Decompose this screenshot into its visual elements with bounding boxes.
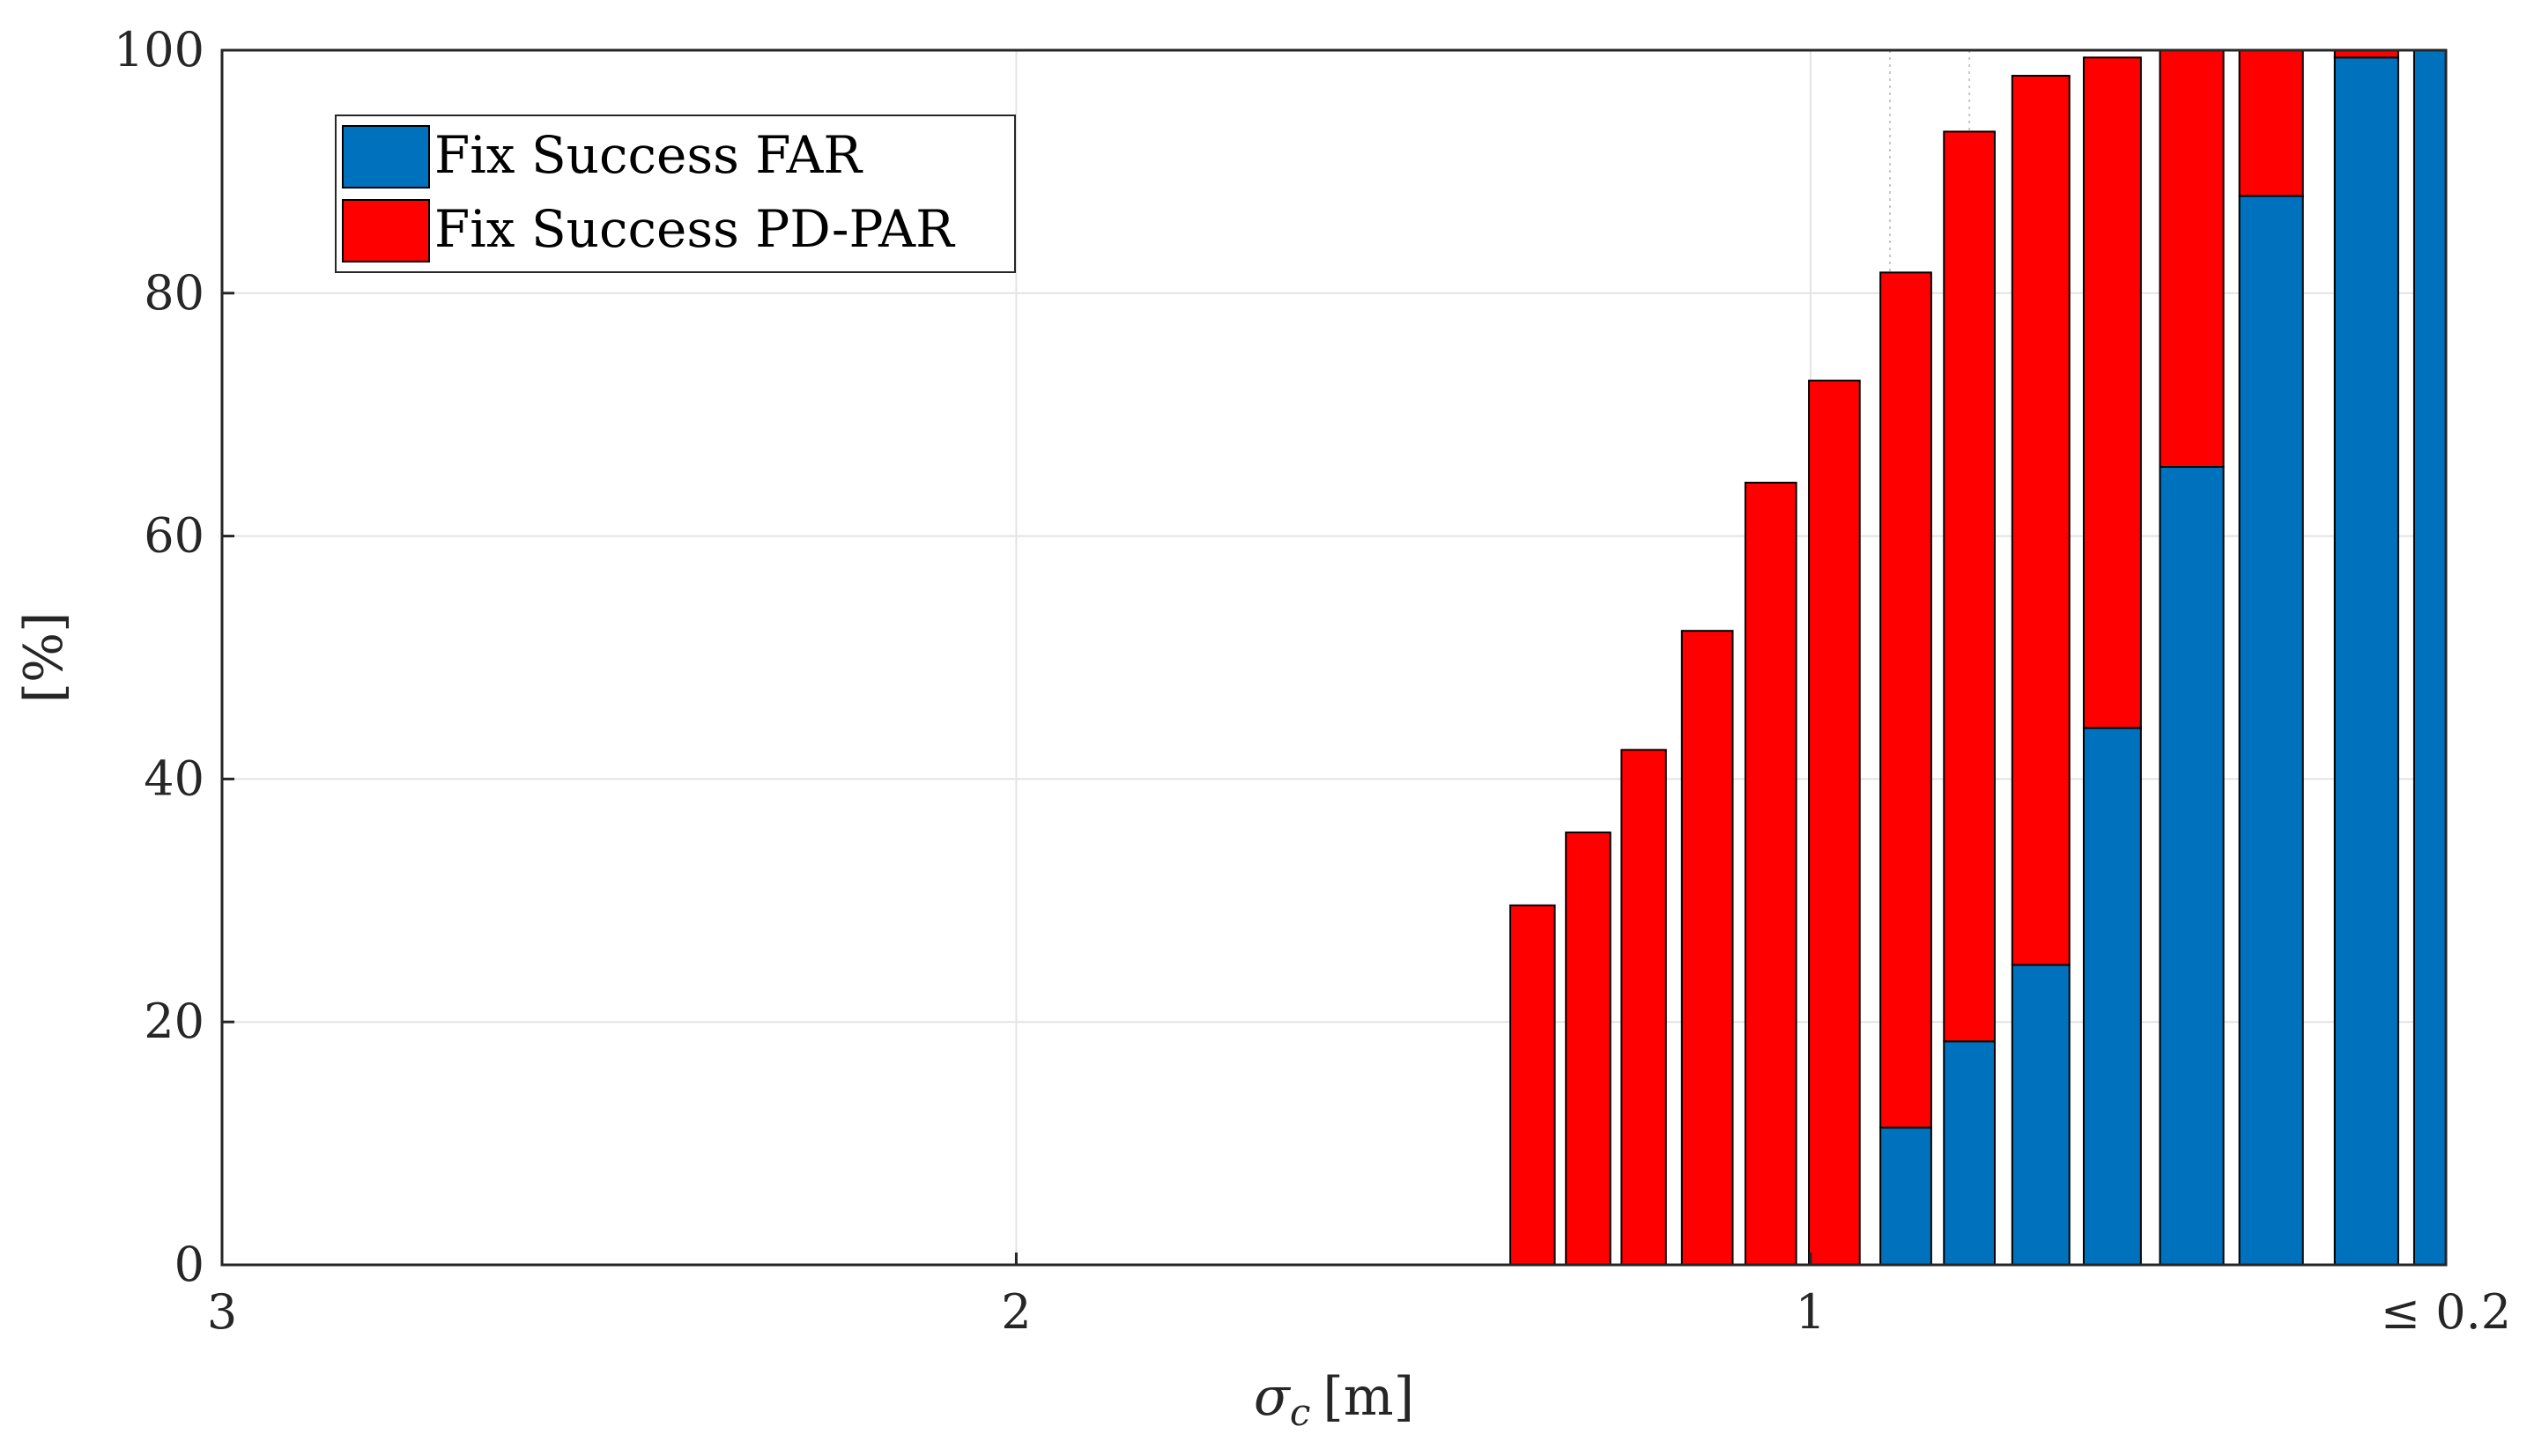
x-tick-label: 3	[207, 1284, 237, 1340]
x-tick-label: ≤ 0.2	[2381, 1284, 2511, 1340]
legend-swatch-far	[342, 125, 430, 188]
bar-pd-par	[2159, 49, 2225, 468]
y-tick-label: 100	[114, 22, 204, 78]
bar-pd-par	[1620, 749, 1667, 1266]
x-axis-subscript: c	[1290, 1391, 1311, 1434]
plot-frame	[220, 48, 2448, 1267]
bar-far	[2159, 465, 2225, 1266]
y-tick-label: 80	[144, 265, 204, 321]
bar-pd-par	[1509, 904, 1556, 1267]
bar-far	[2412, 49, 2448, 1266]
bar-pd-par	[1879, 271, 1932, 1129]
bar-pd-par	[1943, 130, 1996, 1043]
bar-far	[2082, 727, 2142, 1266]
ticks-layer: 0 20 40 60 80 100 3 2 1 ≤ 0.2	[114, 22, 2511, 1340]
bar-far	[2238, 195, 2304, 1267]
bar-far	[2011, 964, 2071, 1266]
x-axis-label: σc [m]	[1254, 1366, 1414, 1434]
bar-pd-par	[2238, 49, 2304, 197]
y-tick-label: 60	[144, 508, 204, 564]
x-axis-unit: [m]	[1323, 1366, 1414, 1428]
bar-pd-par	[1744, 481, 1797, 1266]
y-axis-label: [%]	[13, 612, 75, 704]
axes-layer	[220, 48, 2448, 1267]
bar-far	[1943, 1040, 1996, 1267]
bar-pd-par	[1680, 630, 1734, 1266]
legend-label-pd-par: Fix Success PD-PAR	[434, 199, 956, 259]
bar-far	[1879, 1127, 1932, 1266]
y-tick-label: 20	[144, 994, 204, 1049]
y-tick-label: 40	[144, 750, 204, 806]
legend-swatch-pd-par	[342, 199, 430, 262]
x-tick-label: 2	[1001, 1284, 1031, 1340]
bar-pd-par	[1565, 831, 1612, 1266]
legend-label-far: Fix Success FAR	[434, 125, 863, 185]
y-tick-label: 0	[174, 1237, 204, 1292]
legend-box	[335, 115, 1016, 273]
bar-far	[2333, 56, 2399, 1266]
bars-layer	[1509, 49, 2448, 1267]
bar-pd-par	[2011, 74, 2071, 966]
bar-pd-par	[2082, 56, 2142, 729]
bar-pd-par	[1808, 380, 1861, 1266]
x-axis-symbol: σ	[1254, 1366, 1292, 1428]
x-tick-label: 1	[1796, 1284, 1826, 1340]
legend: Fix Success FAR Fix Success PD-PAR	[335, 115, 1016, 273]
